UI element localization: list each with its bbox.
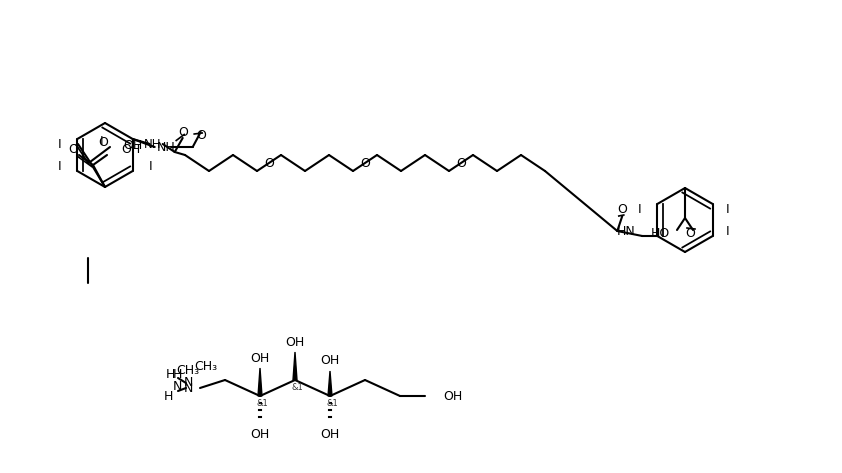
Text: O: O	[617, 202, 627, 216]
Text: I: I	[637, 202, 641, 216]
Text: OH: OH	[121, 142, 141, 156]
Text: OH: OH	[285, 335, 305, 349]
Text: OH: OH	[123, 139, 142, 151]
Text: CH₃: CH₃	[177, 363, 200, 377]
Text: O: O	[196, 129, 205, 141]
Text: I: I	[100, 134, 104, 148]
Text: I: I	[726, 202, 729, 216]
Text: NH: NH	[144, 138, 162, 150]
Text: OH: OH	[320, 428, 339, 440]
Text: O: O	[178, 125, 188, 139]
Text: N: N	[184, 382, 193, 394]
Text: HN: HN	[616, 225, 635, 237]
Text: OH: OH	[250, 428, 269, 440]
Text: I: I	[57, 138, 61, 150]
Text: &1: &1	[326, 400, 338, 409]
Text: NH: NH	[157, 140, 175, 154]
Text: OH: OH	[320, 354, 339, 368]
Text: O: O	[68, 142, 78, 156]
Text: O: O	[264, 157, 274, 169]
Text: I: I	[149, 159, 152, 173]
Text: I: I	[726, 225, 729, 237]
Text: O: O	[98, 135, 108, 149]
Polygon shape	[293, 352, 297, 380]
Text: &1: &1	[291, 384, 303, 393]
Polygon shape	[328, 371, 332, 396]
Text: H: H	[163, 389, 173, 403]
Text: OH: OH	[443, 389, 462, 403]
Text: O: O	[456, 157, 466, 169]
Text: H: H	[165, 368, 174, 382]
Text: N: N	[184, 377, 193, 389]
Polygon shape	[258, 368, 262, 396]
Text: O: O	[685, 227, 695, 239]
Text: I: I	[57, 159, 61, 173]
Text: CH₃: CH₃	[194, 360, 217, 374]
Text: &1: &1	[256, 400, 268, 409]
Text: O: O	[360, 157, 370, 169]
Text: OH: OH	[250, 351, 269, 365]
Text: HO: HO	[651, 227, 670, 239]
Text: H
N: H N	[173, 368, 182, 393]
